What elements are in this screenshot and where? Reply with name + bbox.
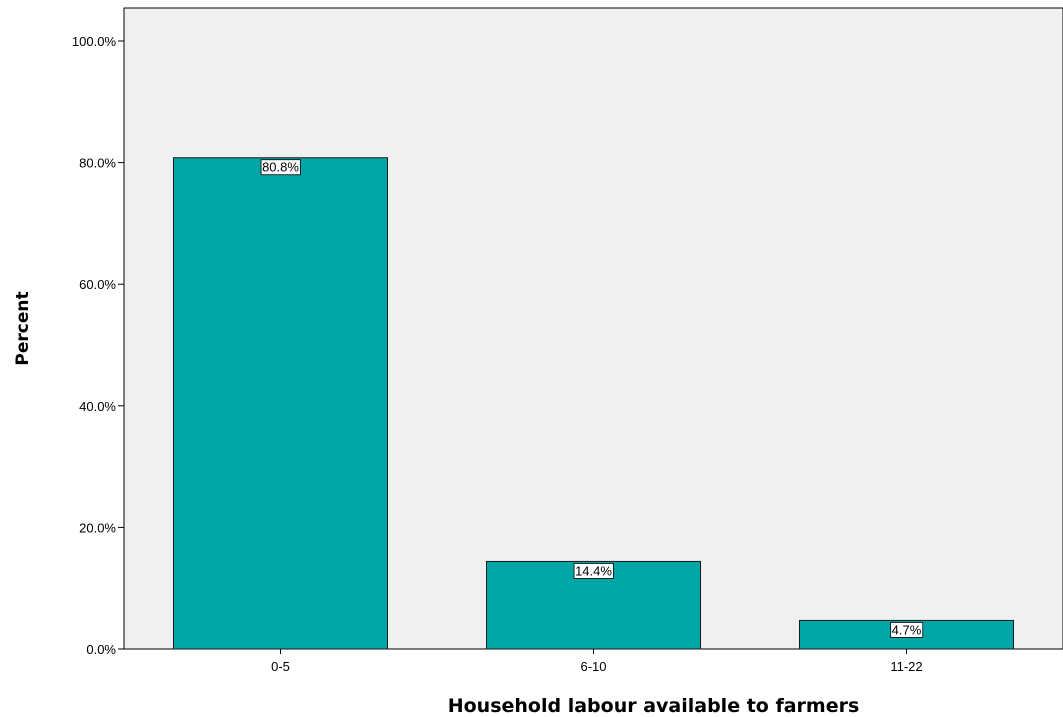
bar-0-5 <box>173 157 388 650</box>
y-axis: 0.0% 20.0% 40.0% 60.0% 80.0% 100.0% <box>72 34 124 657</box>
svg-text:4.7%: 4.7% <box>892 622 922 637</box>
data-label-11-22: 4.7% <box>890 622 924 638</box>
y-tick-label: 60.0% <box>79 277 116 292</box>
y-tick-label: 100.0% <box>72 34 117 49</box>
data-label-6-10: 14.4% <box>573 563 614 579</box>
data-label-0-5: 80.8% <box>260 159 301 176</box>
x-axis-title: Household labour available to farmers <box>448 695 860 717</box>
data-labels-group: 80.8% 14.4% 4.7% <box>260 159 924 638</box>
y-tick-label: 40.0% <box>79 399 116 414</box>
y-tick-label: 80.0% <box>79 156 116 171</box>
y-axis-title: Percent <box>13 291 33 365</box>
svg-text:14.4%: 14.4% <box>575 563 612 578</box>
x-axis: 0-5 6-10 11-22 <box>271 649 923 674</box>
svg-text:80.8%: 80.8% <box>262 160 299 175</box>
y-tick-label: 20.0% <box>79 520 116 535</box>
x-tick-label: 0-5 <box>271 659 290 674</box>
y-tick-label: 0.0% <box>86 642 116 657</box>
x-tick-label: 6-10 <box>580 659 606 674</box>
x-tick-label: 11-22 <box>890 659 922 674</box>
